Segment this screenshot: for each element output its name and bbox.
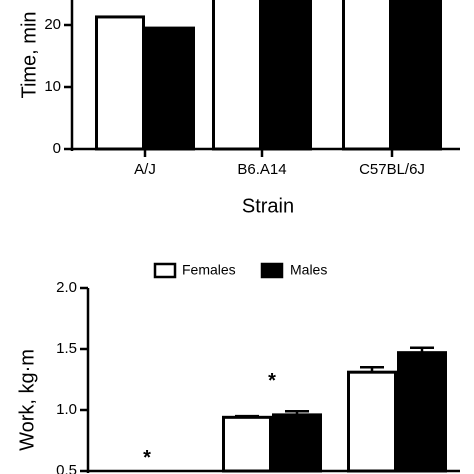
legend-swatch — [260, 262, 284, 279]
y-tick-label: 20 — [44, 16, 61, 33]
y-tick-label: 0 — [53, 140, 61, 157]
x-tick-label: C57BL/6J — [359, 161, 425, 178]
x-tick-label: A/J — [134, 161, 156, 178]
bar — [95, 15, 145, 151]
legend-swatch — [153, 262, 177, 279]
bar — [262, 0, 312, 151]
bar — [145, 26, 195, 151]
x-axis-label: Strain — [242, 195, 294, 217]
bar — [392, 0, 442, 151]
y-tick-label: 1.0 — [56, 401, 77, 418]
bar — [272, 413, 322, 473]
y-tick-label: 10 — [44, 78, 61, 95]
y-tick-label: 1.5 — [56, 340, 77, 357]
x-tick-label: B6.A14 — [237, 161, 286, 178]
bar — [342, 0, 392, 151]
annotation: * — [143, 447, 151, 469]
bar — [347, 370, 397, 473]
y-axis-label: Time, min — [18, 11, 40, 98]
annotation: * — [268, 370, 276, 392]
legend-label: Males — [290, 262, 327, 278]
bar — [222, 415, 272, 473]
y-tick-label: 0.5 — [56, 462, 77, 474]
bar — [212, 0, 262, 151]
y-axis-label: Work, kg·m — [16, 349, 38, 451]
y-tick-label: 2.0 — [56, 279, 77, 296]
legend-label: Females — [182, 262, 236, 278]
bar — [397, 351, 447, 473]
